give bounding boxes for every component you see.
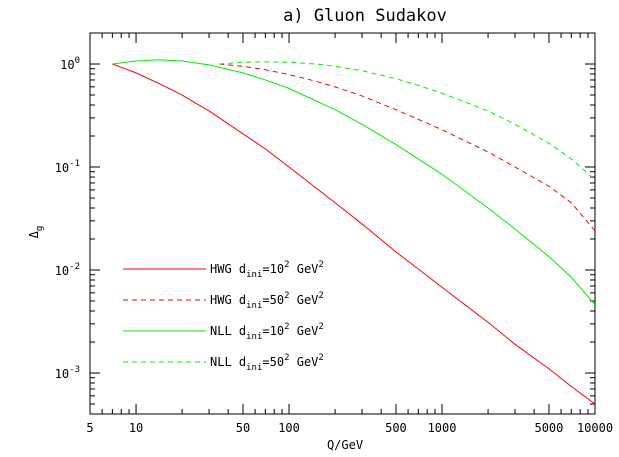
legend: HWG dini=102 GeV2 HWG dini=502 GeV2 NLL di… [123, 260, 324, 373]
series-line-3 [112, 59, 595, 306]
x-tick-label: 50 [236, 421, 250, 435]
x-axis-label: Q/GeV [327, 438, 363, 452]
x-tick-label: 500 [385, 421, 407, 435]
x-axis: 5 10 50 100 500 1000 5000 10000 [86, 33, 613, 435]
x-tick-label: 100 [278, 421, 300, 435]
x-tick-label: 5 [86, 421, 93, 435]
y-tick-label: 10-3 [55, 365, 80, 381]
legend-label-2: HWG dini=502 GeV2 [210, 291, 324, 311]
x-tick-label: 5000 [534, 421, 563, 435]
y-tick-label: 10-2 [55, 262, 80, 278]
plot-frame [89, 32, 596, 415]
x-tick-label: 1000 [428, 421, 457, 435]
legend-label-3: NLL dini=102 GeV2 [210, 322, 324, 342]
x-tick-label: 10 [129, 421, 143, 435]
y-axis-label-symbol: Δ [27, 230, 41, 238]
legend-label-1: HWG dini=102 GeV2 [210, 260, 324, 280]
x-tick-label: 10000 [577, 421, 613, 435]
y-tick-label: 10-1 [55, 159, 80, 175]
y-axis: 100 10-1 10-2 10-3 [55, 32, 595, 415]
series-curves [112, 59, 595, 405]
legend-label-4: NLL dini=502 GeV2 [210, 353, 324, 373]
y-axis-label: Δg [27, 226, 45, 239]
y-axis-label-subscript: g [35, 226, 45, 231]
y-tick-label: 100 [60, 56, 80, 72]
series-line-2 [219, 63, 595, 232]
svg-text:Δg: Δg [27, 226, 45, 239]
series-line-1 [112, 63, 595, 405]
chart-title: a) Gluon Sudakov [283, 6, 447, 26]
series-line-4 [219, 61, 595, 181]
